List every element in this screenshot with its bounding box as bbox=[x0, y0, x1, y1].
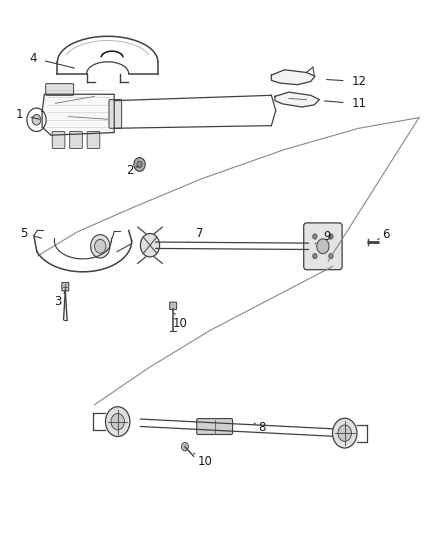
Circle shape bbox=[134, 158, 145, 171]
Text: 1: 1 bbox=[15, 108, 39, 121]
Circle shape bbox=[111, 414, 124, 430]
Circle shape bbox=[332, 418, 357, 448]
Text: 11: 11 bbox=[325, 98, 366, 110]
Circle shape bbox=[95, 239, 106, 253]
Text: 5: 5 bbox=[20, 227, 42, 240]
Circle shape bbox=[329, 234, 333, 239]
Polygon shape bbox=[272, 70, 315, 85]
Text: 4: 4 bbox=[30, 52, 74, 68]
Text: 10: 10 bbox=[172, 313, 187, 330]
Circle shape bbox=[141, 233, 159, 257]
FancyBboxPatch shape bbox=[46, 84, 74, 95]
Circle shape bbox=[313, 253, 317, 259]
Text: 12: 12 bbox=[327, 75, 366, 88]
Text: 8: 8 bbox=[254, 421, 265, 433]
Circle shape bbox=[137, 161, 142, 167]
FancyBboxPatch shape bbox=[109, 100, 122, 128]
Circle shape bbox=[317, 239, 329, 254]
FancyBboxPatch shape bbox=[52, 132, 65, 149]
Circle shape bbox=[32, 115, 41, 125]
Text: 9: 9 bbox=[315, 230, 331, 244]
FancyBboxPatch shape bbox=[197, 418, 233, 434]
Polygon shape bbox=[275, 92, 319, 107]
Text: 7: 7 bbox=[188, 227, 203, 242]
Circle shape bbox=[181, 442, 188, 451]
Text: 2: 2 bbox=[126, 164, 138, 177]
FancyBboxPatch shape bbox=[304, 223, 342, 270]
FancyBboxPatch shape bbox=[70, 132, 82, 149]
FancyBboxPatch shape bbox=[87, 132, 100, 149]
Circle shape bbox=[313, 234, 317, 239]
Circle shape bbox=[91, 235, 110, 258]
Circle shape bbox=[338, 425, 351, 441]
Text: 10: 10 bbox=[194, 453, 212, 468]
Text: 6: 6 bbox=[378, 228, 389, 241]
FancyBboxPatch shape bbox=[62, 282, 69, 291]
Circle shape bbox=[106, 407, 130, 437]
FancyBboxPatch shape bbox=[170, 302, 177, 310]
Polygon shape bbox=[42, 94, 114, 135]
Text: 3: 3 bbox=[54, 292, 65, 308]
Circle shape bbox=[329, 253, 333, 259]
